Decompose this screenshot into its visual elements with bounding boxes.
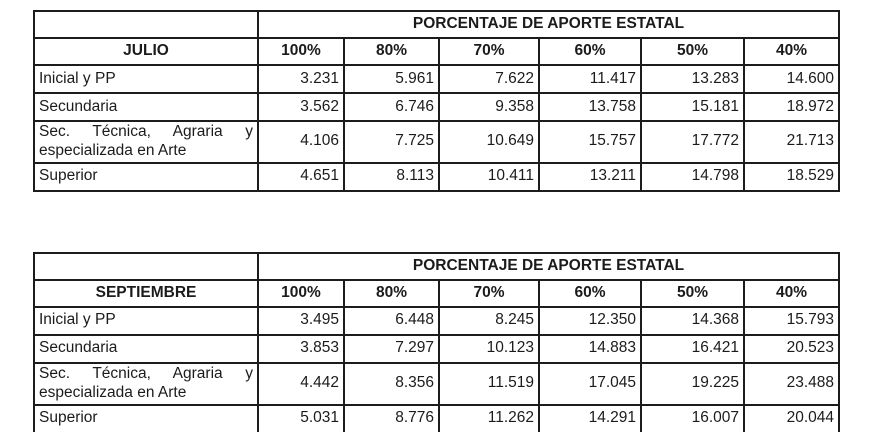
column-header: 50%	[640, 37, 745, 66]
cell-value: 14.798	[640, 161, 745, 192]
cell-value: 20.523	[742, 333, 841, 364]
cell-value: 13.758	[538, 92, 642, 122]
row-label: Superior	[33, 161, 259, 192]
cell-value: 15.757	[538, 120, 642, 164]
table-row: Superior 5.031 8.776 11.262 14.291 16.00…	[33, 403, 841, 432]
table-row: Sec. Técnica, Agraria y especializada en…	[33, 120, 841, 164]
cell-value: 14.291	[538, 403, 642, 432]
column-header: 60%	[538, 37, 642, 66]
cell-value: 8.245	[438, 305, 540, 336]
month-header: SEPTIEMBRE	[33, 278, 259, 308]
row-label: Superior	[33, 403, 259, 432]
cell-value: 3.853	[257, 333, 345, 364]
ghost-cell	[33, 251, 259, 281]
table-row: PORCENTAJE DE APORTE ESTATAL	[33, 251, 841, 281]
row-label: Inicial y PP	[33, 305, 259, 336]
table-row: Secundaria 3.562 6.746 9.358 13.758 15.1…	[33, 92, 841, 122]
cell-value: 11.262	[438, 403, 540, 432]
cell-value: 14.600	[742, 64, 841, 94]
cell-value: 3.562	[257, 92, 345, 122]
column-header: 60%	[538, 278, 642, 308]
cell-value: 6.448	[343, 305, 440, 336]
cell-value: 23.488	[742, 361, 841, 406]
column-header: 40%	[742, 37, 841, 66]
cell-value: 7.725	[343, 120, 440, 164]
cell-value: 10.649	[438, 120, 540, 164]
row-label: Secundaria	[33, 333, 259, 364]
cell-value: 3.495	[257, 305, 345, 336]
aporte-table-julio: PORCENTAJE DE APORTE ESTATAL JULIO 100% …	[33, 10, 841, 192]
cell-value: 11.417	[538, 64, 642, 94]
cell-value: 8.113	[343, 161, 440, 192]
cell-value: 19.225	[640, 361, 745, 406]
column-header: 80%	[343, 278, 440, 308]
column-header: 50%	[640, 278, 745, 308]
table-title: PORCENTAJE DE APORTE ESTATAL	[256, 10, 841, 39]
table-row: PORCENTAJE DE APORTE ESTATAL	[33, 10, 841, 39]
row-label: Secundaria	[33, 92, 259, 122]
aporte-table-septiembre: PORCENTAJE DE APORTE ESTATAL SEPTIEMBRE …	[33, 251, 841, 432]
cell-value: 5.961	[343, 64, 440, 94]
cell-value: 8.776	[343, 403, 440, 432]
cell-value: 14.883	[538, 333, 642, 364]
cell-value: 18.972	[742, 92, 841, 122]
column-header: 100%	[257, 278, 345, 308]
table-title: PORCENTAJE DE APORTE ESTATAL	[256, 251, 841, 281]
cell-value: 16.007	[640, 403, 745, 432]
column-header: 40%	[742, 278, 841, 308]
cell-value: 10.123	[438, 333, 540, 364]
cell-value: 16.421	[640, 333, 745, 364]
cell-value: 20.044	[742, 403, 841, 432]
column-header: 70%	[438, 278, 540, 308]
cell-value: 15.181	[640, 92, 745, 122]
cell-value: 7.297	[343, 333, 440, 364]
table-row: Secundaria 3.853 7.297 10.123 14.883 16.…	[33, 333, 841, 364]
column-header: 70%	[438, 37, 540, 66]
month-header: JULIO	[33, 37, 259, 66]
cell-value: 7.622	[438, 64, 540, 94]
cell-value: 4.651	[257, 161, 345, 192]
cell-value: 4.106	[257, 120, 345, 164]
cell-value: 4.442	[257, 361, 345, 406]
cell-value: 6.746	[343, 92, 440, 122]
row-label: Inicial y PP	[33, 64, 259, 94]
cell-value: 9.358	[438, 92, 540, 122]
cell-value: 21.713	[742, 120, 841, 164]
table-row: Sec. Técnica, Agraria y especializada en…	[33, 361, 841, 406]
cell-value: 17.772	[640, 120, 745, 164]
table-row: SEPTIEMBRE 100% 80% 70% 60% 50% 40%	[33, 278, 841, 308]
table-row: JULIO 100% 80% 70% 60% 50% 40%	[33, 37, 841, 66]
cell-value: 15.793	[742, 305, 841, 336]
cell-value: 17.045	[538, 361, 642, 406]
cell-value: 14.368	[640, 305, 745, 336]
table-row: Superior 4.651 8.113 10.411 13.211 14.79…	[33, 161, 841, 192]
row-label: Sec. Técnica, Agraria y especializada en…	[33, 361, 259, 406]
cell-value: 5.031	[257, 403, 345, 432]
cell-value: 18.529	[742, 161, 841, 192]
cell-value: 12.350	[538, 305, 642, 336]
cell-value: 8.356	[343, 361, 440, 406]
cell-value: 11.519	[438, 361, 540, 406]
ghost-cell	[33, 10, 259, 39]
column-header: 80%	[343, 37, 440, 66]
cell-value: 3.231	[257, 64, 345, 94]
cell-value: 13.211	[538, 161, 642, 192]
table-row: Inicial y PP 3.231 5.961 7.622 11.417 13…	[33, 64, 841, 94]
table-row: Inicial y PP 3.495 6.448 8.245 12.350 14…	[33, 305, 841, 336]
row-label: Sec. Técnica, Agraria y especializada en…	[33, 120, 259, 164]
cell-value: 10.411	[438, 161, 540, 192]
column-header: 100%	[257, 37, 345, 66]
cell-value: 13.283	[640, 64, 745, 94]
